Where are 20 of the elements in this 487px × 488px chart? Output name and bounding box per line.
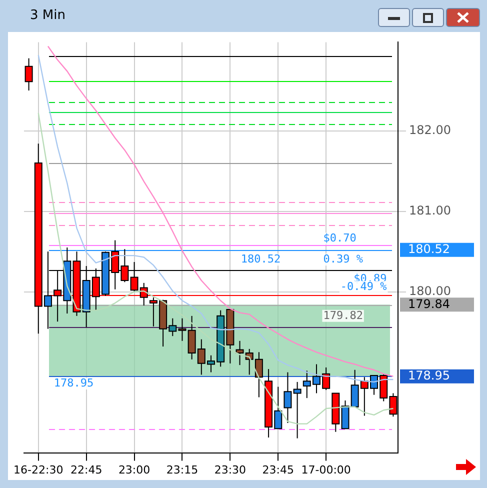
x-tick-label: 23:15: [166, 463, 198, 476]
x-tick-label: 23:00: [118, 463, 150, 476]
x-tick-label: 17-00:00: [301, 463, 351, 476]
y-tick-label: 180.00: [409, 284, 451, 298]
annotation: 179.82: [323, 308, 363, 322]
x-tick-label: 23:30: [214, 463, 246, 476]
x-tick-label: 22:45: [70, 463, 102, 476]
annotation: -0.49 %: [340, 280, 388, 293]
annotation: 0.39 %: [323, 252, 364, 266]
annotation: $0.70: [323, 232, 356, 245]
annotation: 178.95: [54, 376, 94, 390]
ref-line-label: 178.95: [408, 368, 450, 382]
annotation: 180.52: [240, 252, 281, 266]
ref-line-label: 180.52: [408, 242, 450, 256]
chart-title: 3 Min: [30, 8, 66, 23]
y-tick-label: 182.00: [409, 122, 451, 137]
x-tick-label: 16-22:30: [14, 463, 64, 476]
ref-line-label: 179.84: [408, 296, 450, 311]
x-tick-label: 23:45: [262, 463, 294, 476]
y-tick-label: 181.00: [409, 203, 451, 218]
